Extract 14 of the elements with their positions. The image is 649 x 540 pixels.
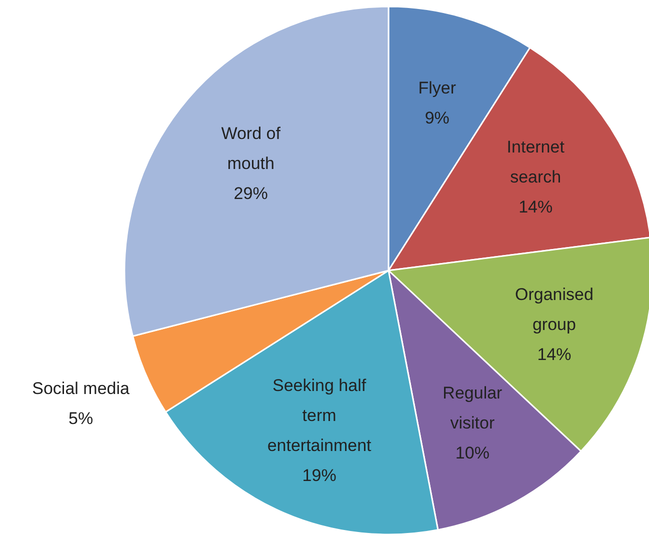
data-label: 14% bbox=[518, 198, 553, 217]
data-label: 10% bbox=[455, 444, 490, 463]
data-label: 5% bbox=[68, 409, 94, 428]
slice-label: Regular visitor bbox=[442, 384, 503, 433]
slice-label: Internet search bbox=[506, 138, 565, 187]
slice-label: Social media bbox=[32, 379, 130, 398]
data-label: 19% bbox=[302, 466, 336, 485]
slice-label: Organised group bbox=[514, 284, 594, 334]
slice-label: Word of mouth bbox=[221, 124, 281, 174]
data-label: 9% bbox=[424, 108, 450, 128]
data-label: 14% bbox=[537, 344, 572, 364]
slice-label: Flyer bbox=[418, 78, 456, 98]
data-label: 29% bbox=[234, 184, 268, 204]
slice-label: Seeking half term entertainment bbox=[267, 376, 372, 455]
